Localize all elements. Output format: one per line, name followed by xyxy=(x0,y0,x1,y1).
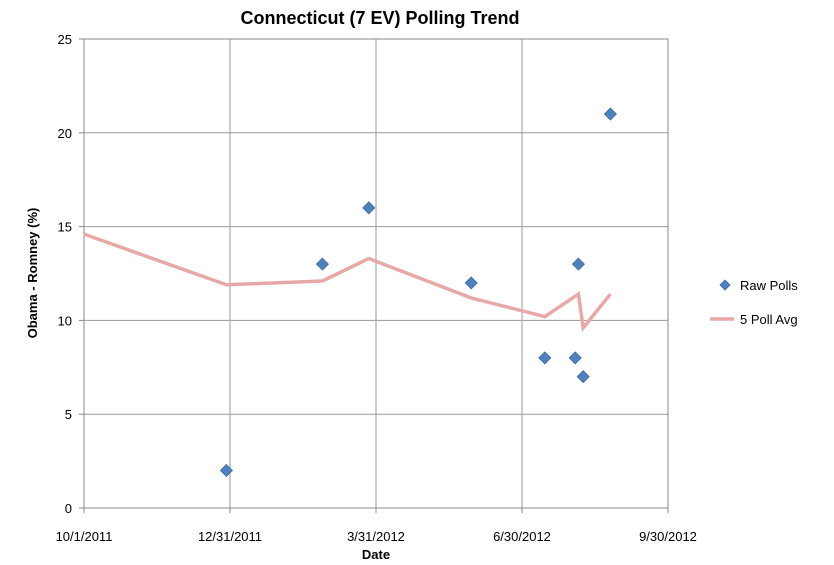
y-tick-label: 25 xyxy=(58,32,72,47)
gridlines xyxy=(84,39,668,508)
avg-series-line xyxy=(83,232,612,333)
y-tick-label: 10 xyxy=(58,313,72,328)
legend: Raw Polls 5 Poll Avg xyxy=(710,278,798,327)
x-axis-ticks: 10/1/2011 12/31/2011 3/31/2012 6/30/2012 9/3… xyxy=(56,508,697,544)
y-tick-label: 20 xyxy=(58,126,72,141)
legend-marker-raw-polls xyxy=(719,279,731,291)
poll-point xyxy=(568,351,582,365)
y-axis-title: Obama - Romney (%) xyxy=(25,208,40,339)
legend-label: 5 Poll Avg xyxy=(740,312,798,327)
x-tick-label: 3/31/2012 xyxy=(347,529,405,544)
poll-point xyxy=(464,276,478,290)
poll-point xyxy=(362,201,376,215)
x-tick-label: 6/30/2012 xyxy=(493,529,551,544)
y-tick-label: 15 xyxy=(58,220,72,235)
x-tick-label: 12/31/2011 xyxy=(198,529,262,544)
x-tick-label: 10/1/2011 xyxy=(56,529,113,544)
legend-label: Raw Polls xyxy=(740,278,798,293)
poll-point xyxy=(219,463,233,478)
poll-point xyxy=(603,107,617,121)
poll-point xyxy=(538,351,552,365)
y-axis-ticks: 0 5 10 15 20 25 xyxy=(58,32,84,516)
series-layer xyxy=(83,107,617,478)
poll-point xyxy=(315,257,329,271)
x-axis-title: Date xyxy=(362,547,390,562)
poll-point xyxy=(571,257,585,271)
y-tick-label: 0 xyxy=(65,501,72,516)
y-tick-label: 5 xyxy=(65,407,72,422)
poll-point xyxy=(576,370,590,384)
x-tick-label: 9/30/2012 xyxy=(639,529,697,544)
chart-title: Connecticut (7 EV) Polling Trend xyxy=(240,8,519,28)
